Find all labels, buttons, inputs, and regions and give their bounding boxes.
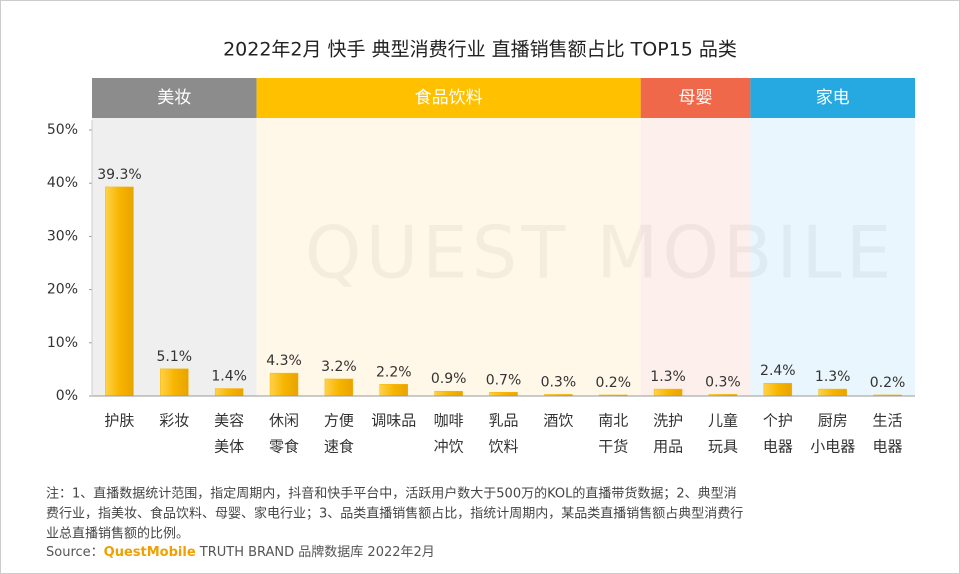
x-tick-label: 干货: [598, 438, 628, 456]
bar: [434, 390, 463, 397]
x-tick-label: 电器: [873, 438, 903, 456]
bar: [818, 388, 847, 397]
x-tick-label: 厨房: [818, 412, 848, 430]
bar: [763, 382, 793, 397]
note-line: 注：1、直播数据统计范围，指定周期内，抖音和快手平台中，活跃用户数大于500万的…: [46, 486, 737, 502]
x-tick-label: 调味品: [371, 412, 416, 430]
group-label: 美妆: [157, 88, 191, 108]
x-tick-label: 方便: [324, 412, 354, 430]
value-label: 0.3%: [541, 374, 577, 390]
x-tick-label: 速食: [324, 438, 354, 456]
source-label: Source：: [46, 545, 104, 560]
group-label: 家电: [816, 88, 850, 108]
x-tick-label: 个护: [763, 412, 793, 430]
source: Source：QuestMobile TRUTH BRAND 品牌数据库 202…: [46, 544, 435, 560]
bar: [269, 372, 299, 397]
x-tick-label: 美容: [214, 412, 244, 430]
value-label: 0.2%: [595, 375, 631, 391]
value-label: 3.2%: [321, 359, 357, 375]
y-tick-label: 0%: [56, 388, 78, 404]
value-label: 0.2%: [870, 375, 906, 391]
value-label: 39.3%: [97, 167, 141, 183]
group-header: [92, 78, 257, 118]
x-tick-label: 零食: [269, 438, 299, 456]
x-tick-label: 酒饮: [543, 412, 573, 430]
x-tick-label: 彩妆: [159, 412, 189, 430]
value-label: 4.3%: [266, 353, 302, 369]
x-tick-label: 电器: [763, 438, 793, 456]
source-text: TRUTH BRAND 品牌数据库 2022年2月: [196, 544, 435, 560]
group-background: [750, 118, 915, 396]
x-tick-label: 南北: [598, 412, 628, 430]
bar: [105, 186, 134, 397]
bar: [324, 378, 354, 397]
x-tick-label: 休闲: [269, 412, 299, 430]
value-label: 2.4%: [760, 363, 796, 379]
x-tick-label: 小电器: [810, 438, 855, 456]
value-label: 5.1%: [157, 349, 193, 365]
note-line: 业总直播销售额的比例。: [46, 526, 189, 542]
x-tick-label: 生活: [873, 412, 903, 430]
x-tick-label: 用品: [653, 438, 683, 456]
x-tick-label: 饮料: [488, 438, 518, 456]
x-tick-label: 护肤: [104, 412, 134, 430]
x-tick-label: 美体: [214, 438, 244, 456]
group-header: [256, 78, 641, 118]
bar: [379, 384, 409, 397]
x-tick-label: 乳品: [488, 412, 518, 430]
value-label: 1.4%: [211, 369, 247, 385]
group-background: [640, 118, 751, 396]
group-background: [256, 118, 641, 396]
value-label: 0.3%: [705, 374, 741, 390]
group-label: 食品饮料: [415, 88, 483, 108]
notes: 注：1、直播数据统计范围，指定周期内，抖音和快手平台中，活跃用户数大于500万的…: [46, 486, 743, 542]
source-brand: QuestMobile: [104, 545, 196, 560]
bar: [653, 388, 683, 397]
x-tick-label: 玩具: [708, 438, 738, 456]
x-tick-label: 咖啡: [434, 412, 464, 430]
value-label: 1.3%: [650, 369, 686, 385]
x-tick-label: 洗护: [653, 412, 683, 430]
value-label: 0.9%: [431, 371, 467, 387]
value-label: 1.3%: [815, 369, 851, 385]
chart-title: 2022年2月 快手 典型消费行业 直播销售额占比 TOP15 品类: [223, 39, 737, 61]
bar: [489, 392, 518, 397]
x-tick-label: 儿童: [708, 412, 738, 430]
group-label: 母婴: [679, 88, 713, 108]
value-label: 0.7%: [486, 372, 522, 388]
bar: [160, 368, 189, 397]
y-tick-label: 10%: [47, 335, 78, 351]
watermark: QUEST MOBILE: [305, 211, 895, 295]
x-tick-label: 冲饮: [434, 438, 464, 456]
bar: [214, 388, 244, 397]
group-header: [750, 78, 915, 118]
value-label: 2.2%: [376, 364, 412, 380]
y-tick-label: 50%: [47, 122, 78, 138]
group-header: [640, 78, 751, 118]
y-tick-label: 40%: [47, 175, 78, 191]
note-line: 费行业，指美妆、食品饮料、母婴、家电行业；3、品类直播销售额占比，指统计周期内，…: [46, 506, 743, 522]
y-tick-label: 20%: [47, 282, 78, 298]
y-tick-label: 30%: [47, 228, 78, 244]
